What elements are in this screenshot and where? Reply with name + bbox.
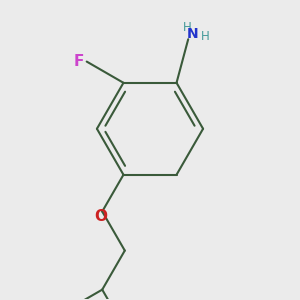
Text: H: H <box>183 21 191 34</box>
Text: N: N <box>187 27 198 41</box>
Text: F: F <box>74 54 84 69</box>
Text: H: H <box>201 30 210 43</box>
Text: O: O <box>95 209 108 224</box>
